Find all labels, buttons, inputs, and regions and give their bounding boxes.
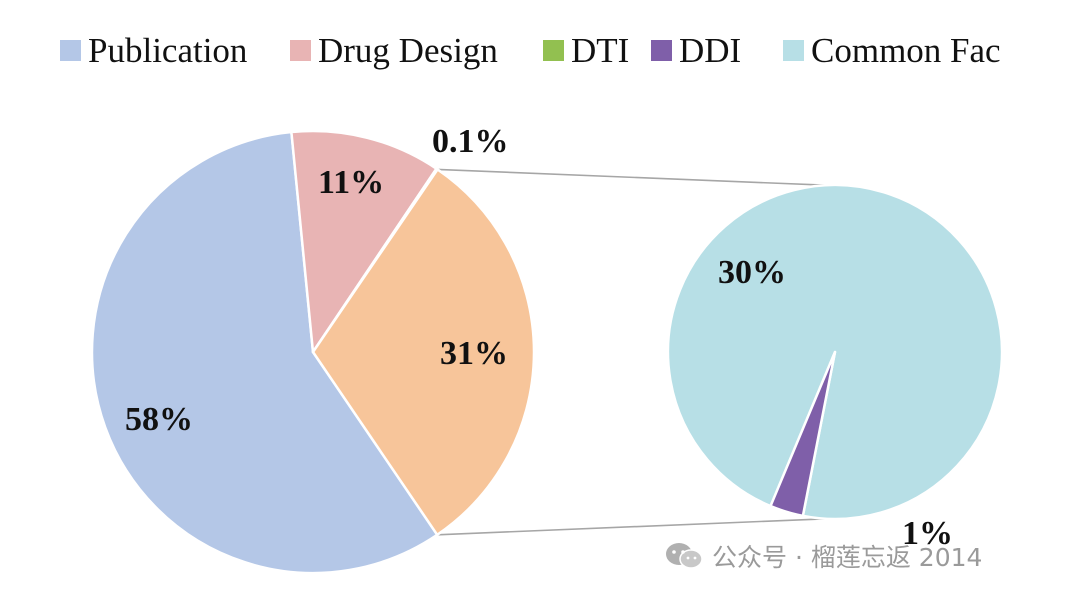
- legend-swatch-ddi: [651, 40, 672, 61]
- connector-line-top: [437, 168, 827, 187]
- legend: Publication Drug Design DTI DDI Common Fac: [60, 31, 1001, 70]
- main-pie-label-2: 0.1%: [432, 123, 509, 160]
- main-pie-slice-0: [90, 130, 439, 575]
- legend-swatch-common-fac: [783, 40, 804, 61]
- main-pie-label-1: 11%: [318, 164, 384, 201]
- sub-pie: [666, 183, 1004, 521]
- main-pie-slice-3: [311, 168, 536, 537]
- legend-swatch-drug-design: [290, 40, 311, 61]
- connector-line-bottom: [437, 517, 827, 536]
- watermark: 公众号 · 榴莲忘返 2014: [664, 536, 1064, 576]
- main-pie-label-0: 58%: [125, 401, 193, 438]
- connector-lines: [437, 168, 827, 536]
- legend-label-publication: Publication: [88, 31, 247, 70]
- legend-swatch-publication: [60, 40, 81, 61]
- sub-pie-slice-1: [769, 350, 837, 518]
- main-pie: [90, 129, 536, 575]
- legend-swatch-dti: [543, 40, 564, 61]
- data-labels: 58% 11% 0.1% 31% 30% 1%: [125, 123, 953, 552]
- main-pie-slice-1: [290, 129, 438, 354]
- watermark-text: 公众号 · 榴莲忘返 2014: [712, 543, 983, 572]
- legend-label-drug-design: Drug Design: [318, 31, 498, 70]
- sub-pie-label-0: 30%: [718, 254, 786, 291]
- main-pie-label-3: 31%: [440, 335, 508, 372]
- legend-label-dti: DTI: [571, 31, 629, 70]
- wechat-icon: [666, 543, 703, 569]
- legend-label-common-fac: Common Fac: [811, 31, 1001, 70]
- legend-label-ddi: DDI: [679, 31, 741, 70]
- sub-pie-label-1: 1%: [902, 515, 953, 552]
